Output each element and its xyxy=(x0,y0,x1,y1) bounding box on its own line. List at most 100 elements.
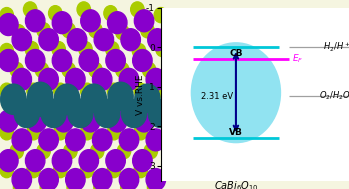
Circle shape xyxy=(39,129,58,151)
Circle shape xyxy=(94,29,113,51)
Text: 2.31 eV: 2.31 eV xyxy=(201,92,233,101)
Circle shape xyxy=(12,129,31,151)
Circle shape xyxy=(148,29,167,51)
Circle shape xyxy=(66,169,85,189)
Circle shape xyxy=(121,99,147,128)
Circle shape xyxy=(0,83,13,98)
Circle shape xyxy=(64,144,77,159)
Circle shape xyxy=(67,29,87,51)
Circle shape xyxy=(135,84,160,112)
Circle shape xyxy=(14,99,39,128)
Circle shape xyxy=(12,169,31,189)
Circle shape xyxy=(79,42,92,57)
Circle shape xyxy=(146,129,165,151)
Circle shape xyxy=(119,129,139,151)
Circle shape xyxy=(107,163,121,178)
Circle shape xyxy=(156,42,169,57)
Circle shape xyxy=(54,110,73,132)
Circle shape xyxy=(144,144,157,159)
Circle shape xyxy=(148,99,173,128)
Circle shape xyxy=(52,42,65,57)
Circle shape xyxy=(144,102,157,117)
Circle shape xyxy=(80,83,94,98)
Text: $E_F$: $E_F$ xyxy=(292,53,304,65)
Circle shape xyxy=(39,68,58,90)
Circle shape xyxy=(52,50,72,71)
Circle shape xyxy=(77,2,90,17)
Circle shape xyxy=(81,10,100,32)
Ellipse shape xyxy=(191,42,281,143)
Circle shape xyxy=(25,150,45,172)
Circle shape xyxy=(107,12,127,34)
Circle shape xyxy=(89,62,102,77)
Y-axis label: V vs.RHE: V vs.RHE xyxy=(136,74,144,115)
Circle shape xyxy=(81,110,100,132)
Circle shape xyxy=(64,102,77,117)
Circle shape xyxy=(141,23,154,38)
Circle shape xyxy=(147,180,161,189)
Circle shape xyxy=(116,25,129,40)
Circle shape xyxy=(54,84,80,112)
Circle shape xyxy=(12,68,31,90)
Circle shape xyxy=(28,82,53,111)
Text: $O_2/H_2O$: $O_2/H_2O$ xyxy=(319,89,349,102)
Circle shape xyxy=(134,163,147,178)
Circle shape xyxy=(104,6,117,21)
Circle shape xyxy=(25,42,38,57)
Circle shape xyxy=(52,12,72,34)
Circle shape xyxy=(12,25,25,40)
Circle shape xyxy=(117,144,131,159)
Circle shape xyxy=(1,86,26,114)
Circle shape xyxy=(107,125,121,140)
Circle shape xyxy=(37,23,50,38)
Circle shape xyxy=(80,125,94,140)
Circle shape xyxy=(134,110,154,132)
Circle shape xyxy=(27,110,46,132)
Circle shape xyxy=(0,43,13,59)
Circle shape xyxy=(132,43,146,59)
Circle shape xyxy=(12,29,31,51)
Circle shape xyxy=(0,125,13,140)
Circle shape xyxy=(49,6,62,21)
Circle shape xyxy=(133,150,152,172)
Circle shape xyxy=(10,102,23,117)
Circle shape xyxy=(13,180,27,189)
Circle shape xyxy=(28,88,53,116)
Circle shape xyxy=(66,68,85,90)
Circle shape xyxy=(92,169,112,189)
Circle shape xyxy=(131,2,144,17)
Circle shape xyxy=(54,83,67,98)
Circle shape xyxy=(27,125,40,140)
Circle shape xyxy=(52,150,72,172)
Circle shape xyxy=(146,68,165,90)
Circle shape xyxy=(40,180,54,189)
Circle shape xyxy=(66,129,85,151)
Circle shape xyxy=(95,99,120,128)
Circle shape xyxy=(54,86,80,114)
Circle shape xyxy=(117,102,131,117)
Circle shape xyxy=(35,62,49,77)
Circle shape xyxy=(94,180,107,189)
Circle shape xyxy=(25,50,45,71)
Circle shape xyxy=(68,99,93,128)
Circle shape xyxy=(79,50,98,71)
Circle shape xyxy=(133,50,152,71)
Circle shape xyxy=(79,150,98,172)
Circle shape xyxy=(119,68,139,90)
Circle shape xyxy=(0,150,18,172)
Circle shape xyxy=(39,29,58,51)
Circle shape xyxy=(119,169,139,189)
Circle shape xyxy=(37,144,50,159)
Text: $CaBi_6O_{10}$: $CaBi_6O_{10}$ xyxy=(214,180,258,189)
Circle shape xyxy=(0,8,13,23)
Circle shape xyxy=(0,14,18,36)
Circle shape xyxy=(27,163,40,178)
Circle shape xyxy=(0,163,13,178)
Text: CB: CB xyxy=(229,49,243,58)
Circle shape xyxy=(25,10,45,32)
Circle shape xyxy=(10,144,23,159)
Circle shape xyxy=(62,23,75,38)
Circle shape xyxy=(35,102,49,117)
Circle shape xyxy=(108,82,133,111)
Circle shape xyxy=(154,8,168,23)
